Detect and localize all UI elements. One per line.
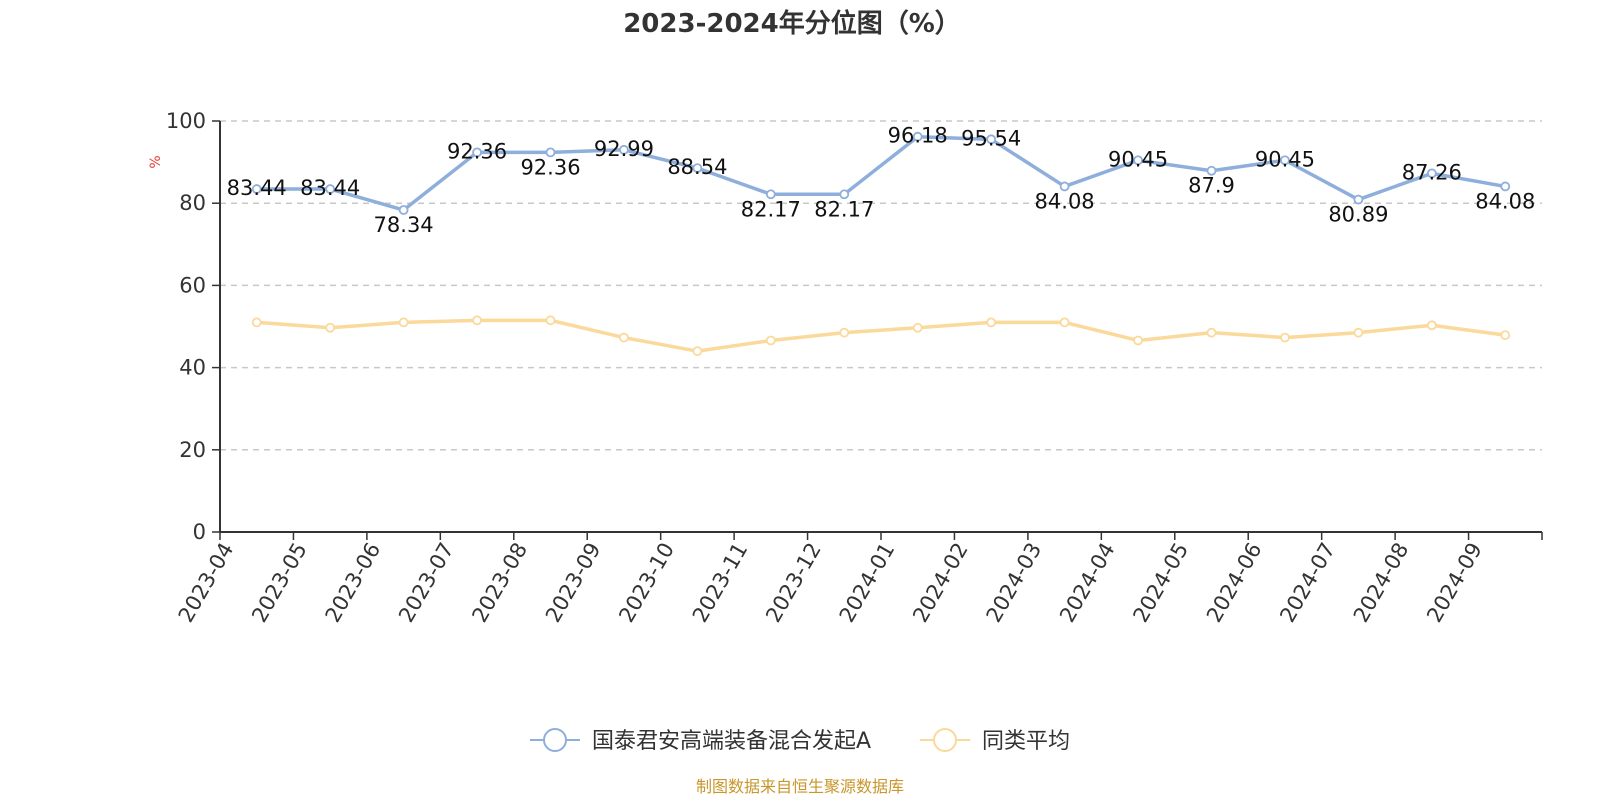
x-tick-label: 2023-11 — [688, 539, 753, 627]
data-point[interactable] — [1426, 168, 1437, 179]
data-point[interactable] — [1133, 155, 1143, 166]
data-point[interactable] — [839, 327, 850, 338]
data-label: 88.54 — [667, 155, 727, 179]
data-point[interactable] — [472, 147, 482, 158]
data-label: 90.45 — [1108, 147, 1168, 171]
data-point[interactable] — [1353, 327, 1364, 338]
data-point[interactable] — [912, 131, 923, 142]
x-tick-label: 2023-08 — [467, 539, 532, 627]
y-tick-label: 0 — [193, 520, 206, 544]
data-labels: 83.44 83.44 78.34 92.36 92.36 92.99 88.54 82.17… — [227, 124, 1536, 237]
data-point[interactable] — [1426, 320, 1437, 331]
data-point[interactable] — [839, 189, 850, 200]
y-tick-label: 40 — [179, 356, 206, 380]
data-label: 92.36 — [520, 155, 580, 179]
y-axis-unit: % — [148, 155, 164, 168]
data-label: 90.45 — [1255, 147, 1315, 171]
data-label: 96.18 — [888, 124, 948, 148]
data-point[interactable] — [1500, 181, 1511, 192]
x-tick-label: 2024-08 — [1349, 539, 1414, 627]
chart-title: 2023-2024年分位图（%） — [623, 8, 961, 39]
source-note: 制图数据来自恒生聚源数据库 — [696, 777, 904, 796]
data-point[interactable] — [325, 322, 336, 333]
data-label: 92.99 — [594, 137, 654, 161]
data-point[interactable] — [251, 184, 262, 194]
y-tick-label: 60 — [179, 273, 206, 297]
data-point[interactable] — [619, 332, 629, 343]
series-line-1 — [256, 318, 1506, 353]
data-point[interactable] — [692, 346, 703, 357]
legend-item-0[interactable]: 国泰君安高端装备混合发起A — [530, 728, 871, 754]
data-point[interactable] — [765, 335, 776, 346]
gridlines — [220, 120, 1542, 451]
y-tick-label: 80 — [179, 191, 206, 215]
data-label: 84.08 — [1475, 189, 1535, 213]
data-point[interactable] — [1133, 335, 1143, 346]
x-tick-label: 2023-10 — [614, 539, 679, 627]
data-point[interactable] — [986, 317, 997, 328]
y-tick-label: 20 — [179, 438, 206, 462]
x-tick-label: 2024-06 — [1202, 539, 1267, 627]
data-point[interactable] — [1206, 327, 1217, 338]
y-tick-label: 100 — [166, 109, 206, 133]
series-line-0 — [256, 134, 1506, 212]
legend-label: 国泰君安高端装备混合发起A — [592, 729, 871, 754]
legend-marker — [933, 728, 957, 752]
data-point[interactable] — [692, 163, 703, 174]
data-point[interactable] — [912, 322, 923, 333]
x-tick-label: 2023-09 — [541, 539, 606, 627]
data-point[interactable] — [1280, 332, 1290, 343]
x-tick-label: 2024-03 — [982, 539, 1047, 627]
legend[interactable]: 国泰君安高端装备混合发起A 同类平均 — [530, 728, 1070, 754]
data-label: 78.34 — [374, 213, 434, 237]
data-label: 82.17 — [741, 197, 801, 221]
data-point[interactable] — [1059, 181, 1070, 192]
data-point[interactable] — [398, 205, 409, 215]
x-tick-label: 2024-01 — [835, 539, 900, 627]
data-label: 95.54 — [961, 126, 1021, 150]
x-tick-label: 2023-12 — [761, 539, 826, 627]
data-point[interactable] — [1059, 317, 1070, 328]
data-point[interactable] — [545, 315, 556, 326]
data-label: 87.26 — [1402, 160, 1462, 184]
x-tick-label: 2024-05 — [1128, 539, 1193, 627]
data-point[interactable] — [251, 317, 262, 328]
data-label: 82.17 — [814, 197, 874, 221]
x-tick-label: 2024-02 — [908, 539, 973, 627]
data-point[interactable] — [545, 147, 556, 158]
data-point[interactable] — [472, 315, 482, 326]
data-point[interactable] — [765, 189, 776, 200]
data-point[interactable] — [1206, 165, 1217, 176]
data-point[interactable] — [986, 134, 997, 145]
x-tick-label: 2024-04 — [1055, 539, 1120, 627]
x-tick-label: 2023-05 — [247, 539, 312, 627]
data-point[interactable] — [619, 144, 629, 155]
data-label: 84.08 — [1035, 189, 1095, 213]
data-point[interactable] — [325, 184, 336, 194]
legend-item-1[interactable]: 同类平均 — [920, 728, 1070, 754]
data-label: 83.44 — [227, 176, 287, 200]
data-point[interactable] — [1500, 330, 1511, 341]
series-lines — [251, 131, 1511, 357]
data-point[interactable] — [1353, 194, 1364, 205]
x-tick-label: 2023-07 — [394, 539, 459, 627]
data-point[interactable] — [1280, 155, 1290, 166]
legend-marker — [543, 728, 567, 752]
x-tick-label: 2024-09 — [1422, 539, 1487, 627]
data-label: 80.89 — [1328, 203, 1388, 227]
data-point[interactable] — [398, 317, 409, 328]
data-label: 83.44 — [300, 176, 360, 200]
data-label: 87.9 — [1188, 174, 1235, 198]
x-tick-label: 2024-07 — [1275, 539, 1340, 627]
x-tick-label: 2023-04 — [174, 539, 239, 627]
data-label: 92.36 — [447, 139, 507, 163]
legend-label: 同类平均 — [982, 729, 1070, 754]
x-tick-label: 2023-06 — [321, 539, 386, 627]
